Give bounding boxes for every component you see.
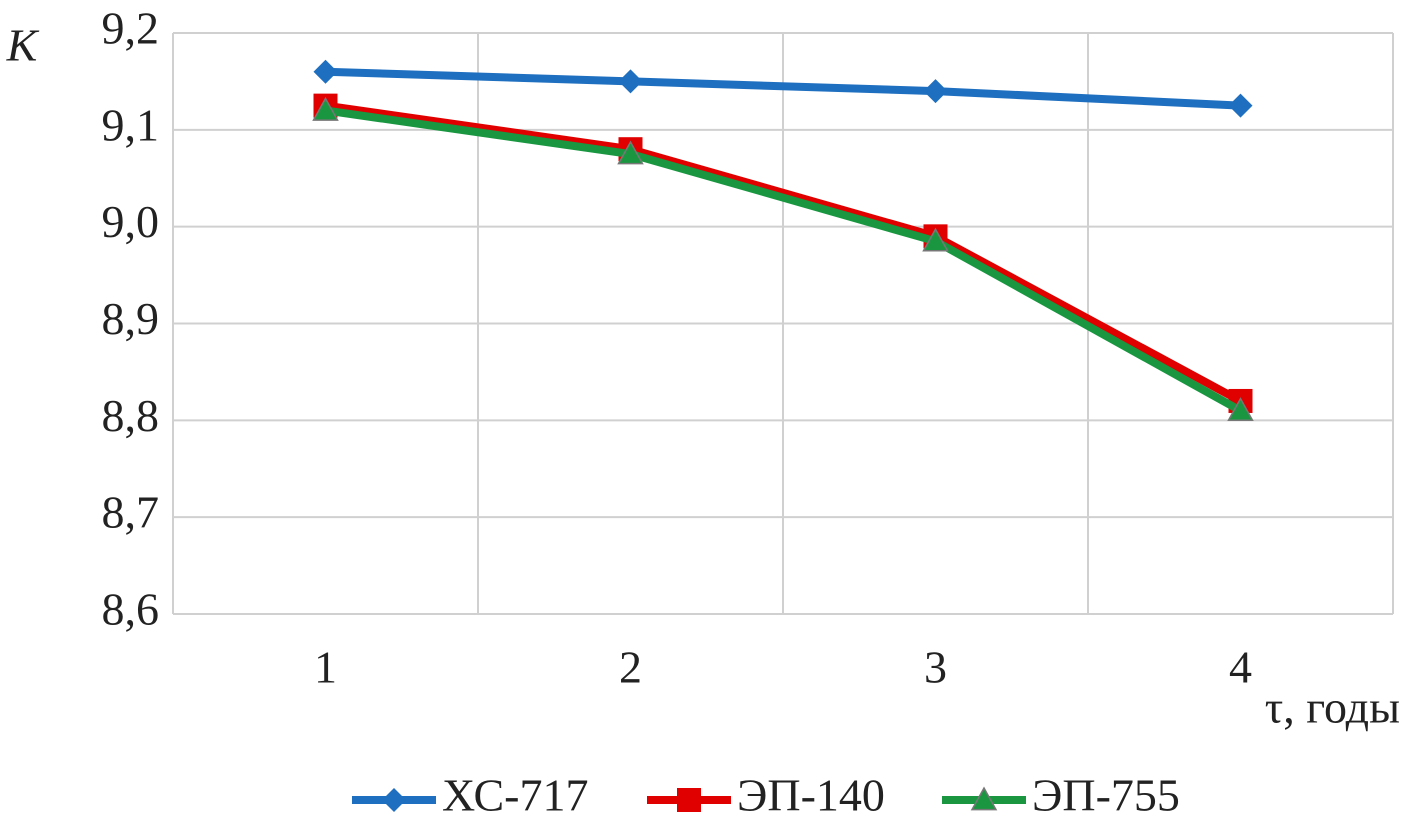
y-tick-label: 9,0 — [102, 196, 160, 247]
marker — [1227, 397, 1254, 421]
y-tick-label: 8,7 — [102, 487, 160, 538]
marker — [382, 788, 406, 812]
x-tick-label: 4 — [1229, 642, 1252, 693]
marker — [970, 786, 998, 811]
y-axis-label: K — [6, 20, 40, 71]
marker — [1228, 93, 1253, 118]
series-line — [324, 101, 1243, 405]
y-tick-label: 8,9 — [102, 293, 160, 344]
legend-label: ЭП-140 — [737, 770, 885, 821]
series-line — [325, 67, 1241, 110]
legend-label: ЭП-755 — [1032, 770, 1180, 821]
marker — [313, 59, 338, 84]
marker — [923, 79, 948, 104]
y-tick-label: 9,2 — [102, 3, 160, 54]
y-tick-label: 9,1 — [102, 99, 160, 150]
x-tick-label: 2 — [619, 642, 642, 693]
marker — [617, 140, 644, 165]
x-tick-label: 1 — [314, 642, 337, 693]
y-tick-label: 8,8 — [102, 390, 160, 441]
x-tick-label: 3 — [924, 642, 947, 693]
marker — [312, 96, 339, 121]
marker — [618, 69, 643, 94]
x-axis-label: τ, годы — [1265, 682, 1400, 733]
marker — [677, 788, 701, 812]
y-tick-label: 8,6 — [102, 584, 160, 635]
series-line — [324, 106, 1243, 415]
marker — [922, 227, 949, 252]
legend-label: ХС-717 — [442, 770, 588, 821]
